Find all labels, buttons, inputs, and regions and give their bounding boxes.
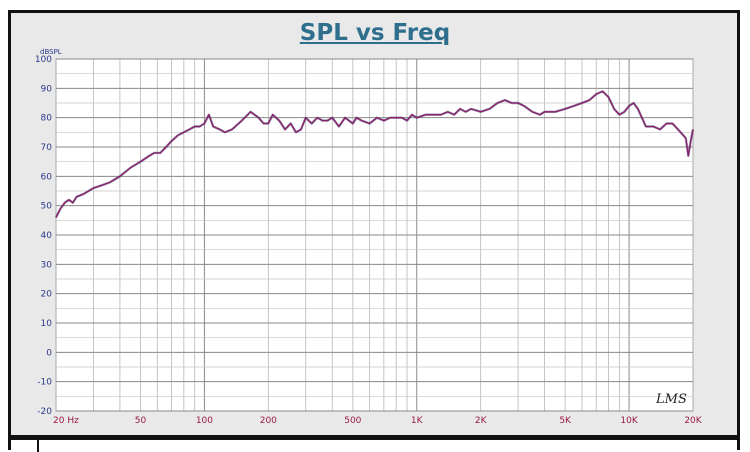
- x-tick-label: 5K: [559, 416, 572, 426]
- spl-curve: [55, 90, 694, 218]
- y-tick-label: 60: [41, 172, 53, 182]
- y-tick-label: 30: [41, 260, 53, 270]
- y-tick-label: 40: [41, 231, 53, 241]
- y-tick-label: -20: [37, 407, 52, 417]
- chart-title: SPL vs Freq: [299, 20, 451, 46]
- x-tick-label: 100: [196, 416, 213, 426]
- x-tick-label: 20K: [684, 416, 702, 426]
- x-tick-label: 200: [260, 416, 277, 426]
- x-tick-label: 1K: [411, 416, 424, 426]
- x-tick-label: 500: [344, 416, 361, 426]
- x-tick-label: 2K: [475, 416, 488, 426]
- lms-watermark: LMS: [655, 392, 687, 407]
- y-tick-label: 0: [46, 348, 52, 358]
- y-tick-label: 90: [41, 84, 53, 94]
- x-tick-label: 50: [135, 416, 147, 426]
- y-tick-label: 50: [41, 202, 53, 212]
- y-tick-label: 80: [41, 114, 53, 124]
- bottom-strip: [8, 438, 740, 452]
- y-tick-label: 20: [41, 290, 53, 300]
- y-tick-label: 10: [41, 319, 53, 329]
- y-tick-label: 70: [41, 143, 53, 153]
- x-tick-label: 10K: [620, 416, 638, 426]
- x-tick-label: 20 Hz: [53, 416, 79, 426]
- y-tick-label: -10: [37, 378, 52, 388]
- y-tick-label: 100: [35, 55, 52, 65]
- y-axis-label: dBSPL: [40, 48, 62, 56]
